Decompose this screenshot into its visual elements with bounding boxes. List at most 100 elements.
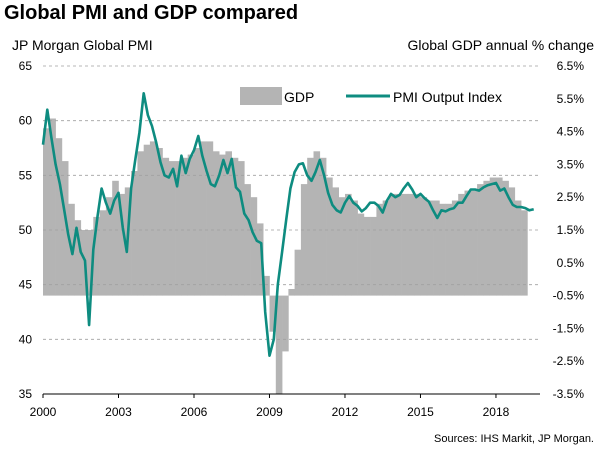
gdp-bar: [162, 157, 170, 296]
right-axis-label: Global GDP annual % change: [407, 37, 594, 53]
gdp-bar: [458, 193, 465, 296]
right-tick-label: 4.5%: [557, 125, 585, 139]
x-axis-ticks: 2000 2003 2006 2009 2012 2015 2018: [30, 394, 510, 419]
gdp-bar: [477, 184, 484, 296]
gdp-bar: [231, 157, 239, 296]
gdp-bar: [250, 197, 258, 296]
gdp-bar: [256, 223, 264, 296]
gdp-bar: [401, 193, 409, 296]
x-tick-label: 2003: [105, 405, 132, 419]
gdp-bars: [43, 118, 528, 394]
gdp-bar: [269, 295, 277, 332]
x-tick-label: 2012: [332, 405, 359, 419]
gdp-bar: [514, 200, 522, 296]
gdp-bar: [307, 157, 314, 296]
gdp-bar: [131, 171, 138, 296]
pmi-line: [41, 92, 535, 358]
left-tick-label: 45: [19, 278, 33, 292]
legend-pmi-label: PMI Output Index: [393, 89, 502, 105]
right-tick-label: 5.5%: [557, 92, 585, 106]
right-tick-label: 0.5%: [557, 256, 585, 270]
gdp-bar: [445, 203, 453, 296]
gdp-bar: [489, 177, 497, 296]
legend: GDP PMI Output Index: [240, 87, 502, 105]
gdp-bar: [112, 180, 119, 296]
gdp-bar: [370, 216, 377, 296]
gdp-bar: [464, 190, 472, 296]
left-axis-label: JP Morgan Global PMI: [12, 37, 153, 53]
right-tick-label: 6.5%: [557, 59, 585, 73]
x-tick-label: 2018: [483, 405, 510, 419]
right-tick-label: 3.5%: [557, 157, 585, 171]
x-tick-label: 2015: [407, 405, 434, 419]
right-tick-label: -1.5%: [553, 321, 585, 335]
gdp-bar: [319, 157, 327, 296]
gdp-bar: [168, 161, 176, 296]
gdp-bar: [395, 193, 402, 296]
gdp-bar: [496, 177, 503, 296]
x-tick-label: 2006: [181, 405, 208, 419]
gdp-bar: [420, 197, 428, 296]
gdp-bar: [326, 177, 333, 296]
gdp-bar: [244, 184, 251, 296]
right-axis-ticks: -3.5% -2.5% -1.5% -0.5% 0.5% 1.5% 2.5% 3.5% 4.5%…: [553, 59, 585, 401]
gdp-bar: [263, 275, 270, 296]
gdp-bar: [61, 161, 69, 296]
left-tick-label: 55: [19, 168, 33, 182]
left-tick-label: 50: [19, 223, 33, 237]
left-tick-label: 35: [19, 387, 33, 401]
chart-title: Global PMI and GDP compared: [4, 2, 299, 24]
gdp-bar: [389, 193, 396, 296]
gdp-bar: [118, 193, 126, 296]
right-tick-label: -3.5%: [553, 387, 585, 401]
gdp-bar: [345, 193, 352, 296]
gdp-bar: [143, 144, 151, 296]
gdp-bar: [294, 249, 302, 296]
gdp-bar: [313, 151, 321, 296]
gdp-bar: [93, 216, 100, 296]
left-tick-label: 65: [19, 59, 33, 73]
gdp-bar: [206, 141, 214, 296]
gdp-bar: [175, 161, 182, 296]
source-note: Sources: IHS Markit, JP Morgan.: [434, 433, 594, 445]
gdp-bar: [49, 118, 56, 296]
gdp-bar: [200, 141, 207, 296]
gdp-bar: [74, 220, 82, 296]
x-tick-label: 2009: [256, 405, 283, 419]
gdp-bar: [363, 216, 371, 296]
gdp-bar: [87, 230, 94, 296]
gdp-bar: [156, 148, 163, 296]
gdp-bar: [275, 295, 283, 394]
gdp-bar: [439, 203, 446, 296]
gdp-bar: [351, 200, 358, 296]
gdp-bar: [225, 151, 232, 296]
gdp-bar: [212, 151, 220, 296]
gdp-bar: [105, 197, 113, 296]
gdp-bar: [521, 210, 528, 296]
left-axis-ticks: 35 40 45 50 55 60 65: [19, 59, 33, 401]
gdp-bar: [43, 128, 50, 296]
gdp-bar: [282, 295, 289, 352]
gdp-bar: [483, 180, 490, 296]
gdp-bar: [508, 187, 516, 296]
gdp-bar: [433, 200, 440, 296]
gdp-bar: [414, 193, 421, 296]
gdp-bar: [238, 161, 245, 296]
gdp-bar: [338, 197, 346, 296]
pmi-line-group: [41, 92, 535, 358]
gdp-bar: [187, 154, 195, 296]
left-tick-label: 60: [19, 114, 33, 128]
right-tick-label: -2.5%: [553, 354, 585, 368]
gdp-bar: [99, 210, 107, 296]
right-tick-label: -0.5%: [553, 289, 585, 303]
legend-gdp-swatch: [240, 87, 282, 105]
x-tick-label: 2000: [30, 405, 57, 419]
legend-gdp-label: GDP: [284, 89, 314, 105]
gdp-bar: [219, 154, 226, 296]
right-tick-label: 1.5%: [557, 223, 585, 237]
gridlines: [43, 65, 540, 395]
gdp-bar: [357, 213, 365, 296]
gdp-bar: [288, 289, 295, 296]
gdp-bar: [194, 148, 201, 296]
